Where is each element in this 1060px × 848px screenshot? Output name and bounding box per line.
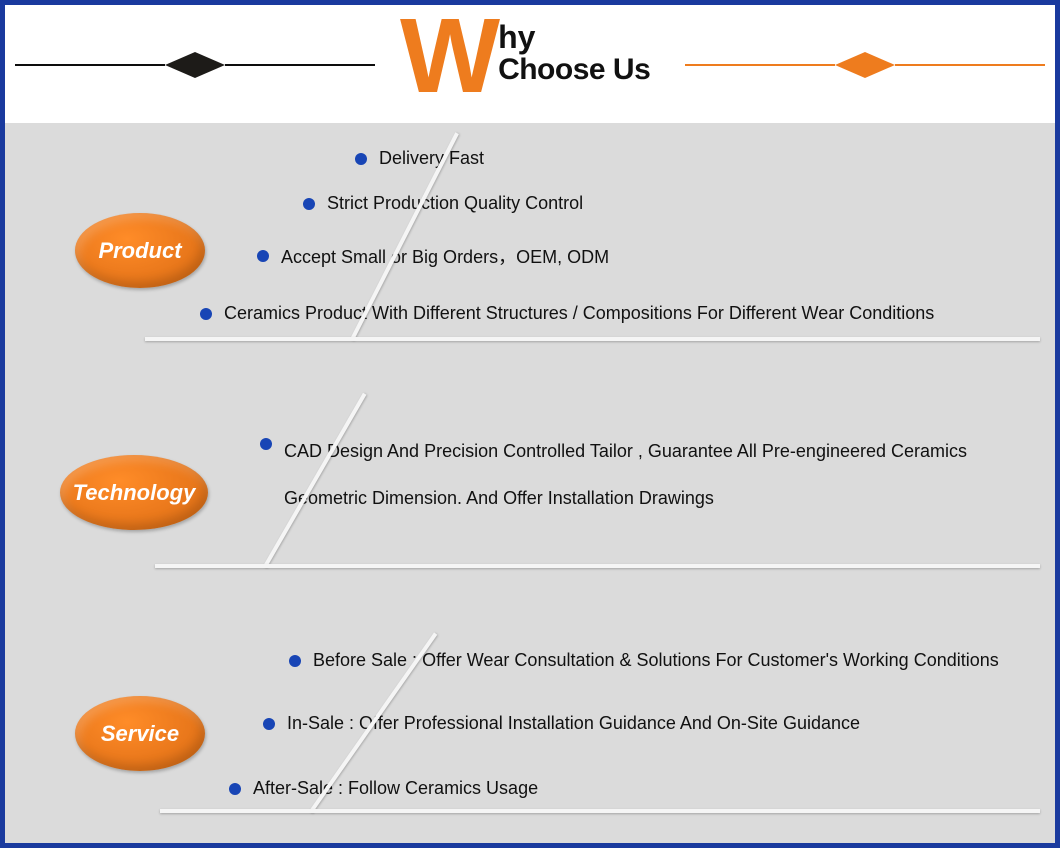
item-text: Before Sale : Offer Wear Consultation & … <box>313 650 999 671</box>
item-text: CAD Design And Precision Controlled Tail… <box>284 428 1040 522</box>
list-item: Strict Production Quality Control <box>303 193 583 214</box>
bullet-icon <box>355 153 367 165</box>
item-text: Ceramics Product With Different Structur… <box>224 303 934 324</box>
list-item: After-Sale : Follow Ceramics Usage <box>229 778 538 799</box>
diamond-icon <box>165 52 225 78</box>
section-product: Product Delivery Fast Strict Production … <box>5 123 1055 383</box>
item-text: In-Sale : Offer Professional Installatio… <box>287 713 860 734</box>
bullet-icon <box>263 718 275 730</box>
item-text: Strict Production Quality Control <box>327 193 583 214</box>
section-service: Service Before Sale : Offer Wear Consult… <box>5 608 1055 843</box>
list-item: CAD Design And Precision Controlled Tail… <box>260 428 1040 522</box>
why-choose-us-panel: W hy Choose Us Product Delivery Fast S <box>0 0 1060 848</box>
list-item: Delivery Fast <box>355 148 484 169</box>
list-item: Accept Small or Big Orders，OEM, ODM <box>257 243 609 269</box>
bullet-icon <box>257 250 269 262</box>
body: Product Delivery Fast Strict Production … <box>5 123 1055 843</box>
logo-subtitle: Choose Us <box>498 55 650 85</box>
item-text: Delivery Fast <box>379 148 484 169</box>
badge-label: Service <box>101 721 179 747</box>
bullet-icon <box>229 783 241 795</box>
section-technology: Technology CAD Design And Precision Cont… <box>5 383 1055 608</box>
badge-technology: Technology <box>60 455 208 530</box>
logo: W hy Choose Us <box>400 9 650 104</box>
logo-suffix: hy <box>498 9 650 53</box>
badge-product: Product <box>75 213 205 288</box>
item-text: After-Sale : Follow Ceramics Usage <box>253 778 538 799</box>
list-item: Before Sale : Offer Wear Consultation & … <box>289 650 999 671</box>
logo-letter: W <box>400 9 496 104</box>
list-item: In-Sale : Offer Professional Installatio… <box>263 713 860 734</box>
list-item: Ceramics Product With Different Structur… <box>200 303 934 324</box>
item-text: Accept Small or Big Orders，OEM, ODM <box>281 243 609 269</box>
badge-label: Product <box>98 238 181 264</box>
header: W hy Choose Us <box>5 5 1055 120</box>
divider-left <box>15 64 375 66</box>
diamond-icon <box>835 52 895 78</box>
badge-label: Technology <box>73 480 196 506</box>
bullet-icon <box>289 655 301 667</box>
bullet-icon <box>303 198 315 210</box>
divider-right <box>685 64 1045 66</box>
badge-service: Service <box>75 696 205 771</box>
bullet-icon <box>200 308 212 320</box>
bullet-icon <box>260 438 272 450</box>
